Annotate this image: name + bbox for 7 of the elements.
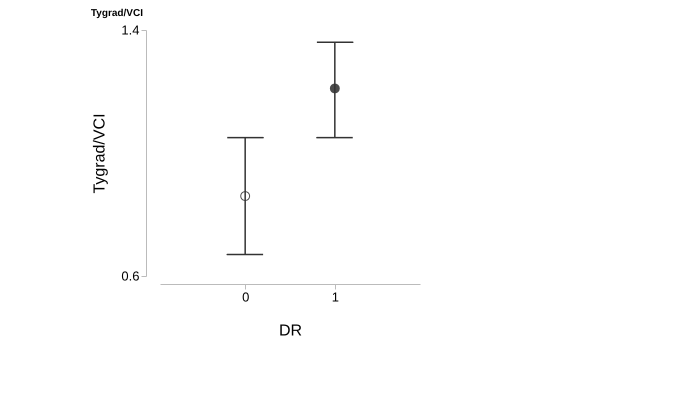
x-tick-label: 1 — [332, 290, 339, 304]
y-tick-label: 0.6 — [121, 268, 140, 284]
text: Tygrad/VCI — [90, 8, 144, 19]
x-axis-title: DR — [278, 322, 302, 340]
y-tick-label: 1.4 — [121, 22, 140, 38]
y-axis-title: Tygrad/VCI — [91, 113, 108, 194]
x-tick-label: 0 — [242, 290, 250, 304]
